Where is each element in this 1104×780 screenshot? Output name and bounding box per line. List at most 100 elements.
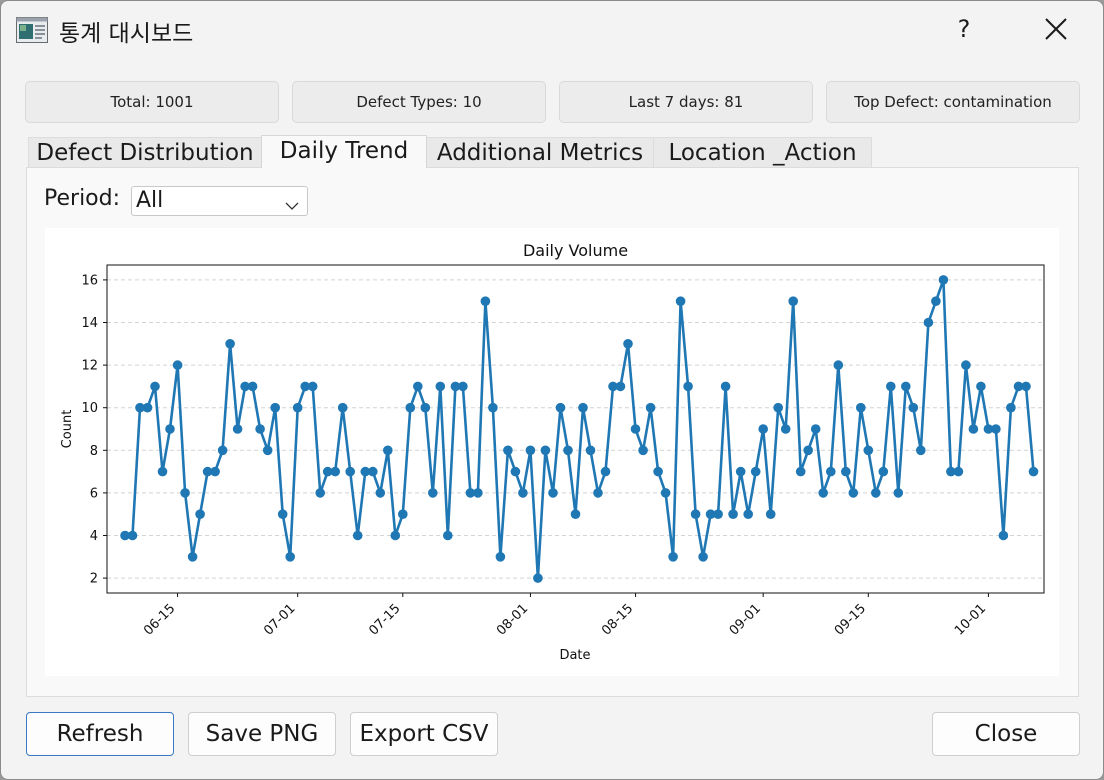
data-point (398, 509, 408, 519)
period-selected-value: All (136, 188, 164, 213)
data-point (968, 424, 979, 434)
data-point (848, 488, 859, 498)
data-point (713, 509, 723, 519)
data-point (998, 530, 1009, 541)
y-tick-label: 12 (81, 359, 98, 374)
y-tick-label: 8 (90, 444, 98, 459)
data-point (473, 488, 483, 498)
data-point (450, 381, 461, 392)
data-point (871, 488, 881, 498)
data-point (765, 509, 776, 519)
data-point (217, 445, 228, 456)
data-point (172, 360, 183, 370)
data-point (277, 509, 288, 519)
y-tick-label: 10 (81, 401, 98, 416)
data-point (165, 424, 175, 434)
data-point (578, 402, 588, 413)
data-point (931, 296, 941, 306)
data-point (120, 530, 130, 541)
data-point (623, 339, 633, 349)
data-point (495, 552, 506, 562)
period-select[interactable]: All (131, 186, 308, 216)
data-point (322, 466, 333, 477)
data-point (540, 445, 551, 456)
data-point (615, 381, 626, 392)
data-point (345, 466, 356, 477)
tab-daily-trend[interactable]: Daily Trend (261, 135, 427, 168)
data-point (157, 466, 168, 477)
data-point (420, 402, 431, 413)
data-point (383, 445, 393, 456)
data-point (946, 466, 956, 477)
data-point (525, 445, 536, 456)
data-point (758, 424, 768, 434)
data-point (180, 488, 190, 498)
data-point (803, 445, 813, 456)
stat-last-7-days: Last 7 days: 81 (559, 81, 813, 123)
data-point (585, 445, 596, 456)
data-point (262, 445, 273, 456)
data-point (961, 360, 971, 370)
data-point (337, 402, 348, 413)
data-point (810, 424, 821, 434)
data-point (202, 466, 213, 477)
data-point (195, 509, 205, 519)
data-point (878, 466, 889, 477)
data-point (390, 530, 401, 541)
data-point (187, 552, 198, 562)
y-tick-label: 6 (90, 486, 98, 501)
data-point (210, 466, 220, 477)
data-point (750, 466, 761, 477)
data-point (795, 466, 806, 477)
data-point (743, 509, 753, 519)
chart-canvas: 2 4 6 8 10 12 14 16 06-15 07-01 07-15 08-01 08-15 09… (60, 241, 1045, 663)
save-png-button[interactable]: Save PNG (188, 712, 336, 756)
data-point (841, 466, 851, 477)
data-point (983, 424, 994, 434)
close-button[interactable]: Close (932, 712, 1080, 756)
export-csv-button[interactable]: Export CSV (350, 712, 498, 756)
data-point (1013, 381, 1024, 392)
data-point (593, 488, 603, 498)
close-icon[interactable] (1033, 9, 1079, 49)
data-point (893, 488, 904, 498)
data-point (548, 488, 558, 498)
data-point (916, 445, 926, 456)
data-point (413, 381, 423, 392)
stat-total: Total: 1001 (25, 81, 279, 123)
data-point (225, 339, 235, 349)
tab-additional-metrics[interactable]: Additional Metrics (426, 137, 654, 167)
x-tick-label: 08-15 (599, 601, 636, 638)
x-axis-label: Date (559, 648, 590, 663)
data-point (705, 509, 716, 519)
data-point (608, 381, 618, 392)
refresh-button[interactable]: Refresh (26, 712, 174, 756)
data-point (1028, 466, 1039, 477)
data-point (690, 509, 701, 519)
data-point (307, 381, 318, 392)
data-point (240, 381, 250, 392)
data-point (683, 381, 693, 392)
x-tick-label: 06-15 (141, 601, 178, 638)
data-point (901, 381, 911, 392)
title-bar[interactable]: 통계 대시보드 ? (1, 1, 1103, 59)
data-point (698, 552, 708, 562)
help-button[interactable]: ? (957, 15, 971, 43)
data-point (563, 445, 573, 456)
data-point (728, 509, 738, 519)
data-point (270, 402, 280, 413)
tab-defect-distribution[interactable]: Defect Distribution (28, 137, 262, 167)
data-point (1021, 381, 1031, 392)
tab-location-action[interactable]: Location _Action (653, 137, 872, 167)
data-point (330, 466, 341, 477)
data-point (150, 381, 160, 392)
data-point (818, 488, 828, 498)
data-point (142, 402, 153, 413)
data-point (923, 317, 934, 328)
data-point (375, 488, 386, 498)
y-tick-label: 4 (90, 529, 98, 544)
data-point (315, 488, 326, 498)
plot-frame (106, 264, 1045, 594)
y-tick-label: 16 (81, 273, 98, 288)
y-tick-label: 14 (81, 316, 98, 331)
